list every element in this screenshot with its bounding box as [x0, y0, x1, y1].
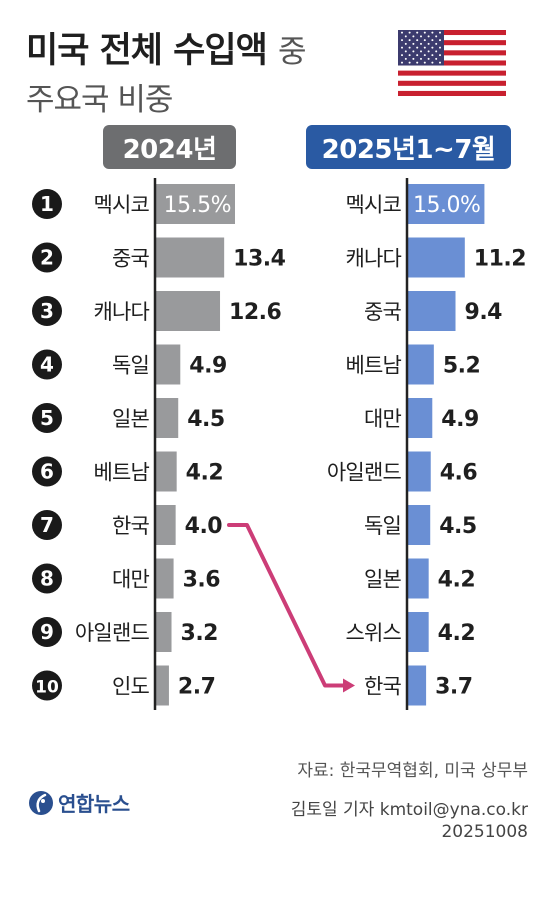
category-label: 스위스 [345, 621, 401, 645]
korea-arrow-head [343, 678, 355, 693]
rank-circle [32, 349, 62, 380]
rank-circle [32, 563, 62, 594]
value-label: 4.2 [438, 621, 475, 646]
bar [155, 558, 174, 599]
category-label: 아일랜드 [75, 621, 150, 645]
bar-chart: 1 2 3 4 5 6 7 8 9 10 멕시코 15.5% 중국 13.4 캐나다 12.6 독일 4.9 일본 4… [32, 178, 527, 710]
value-label: 9.4 [465, 300, 503, 325]
reporter-credit: 김토일 기자 kmtoil@yna.co.kr [290, 800, 528, 820]
bar [155, 665, 169, 706]
bar [407, 665, 427, 706]
value-label: 3.6 [183, 568, 221, 593]
page-title: 미국 전체 수입액 중 [26, 22, 306, 73]
rank-number: 5 [40, 406, 54, 430]
bar [155, 451, 177, 492]
bar [155, 612, 172, 652]
bar [155, 291, 221, 331]
us-flag-icon [398, 30, 506, 96]
bar [155, 344, 181, 385]
rank-number: 9 [40, 620, 54, 644]
publish-date: 20251008 [441, 822, 528, 842]
rank-number: 1 [40, 192, 54, 216]
value-label: 15.0% [413, 193, 480, 218]
category-label: 베트남 [93, 461, 149, 485]
page-subtitle: 주요국 비중 [26, 82, 173, 118]
rank-circle [32, 456, 62, 487]
column-label-2024: 2024년 [103, 125, 236, 169]
category-label: 독일 [112, 354, 149, 378]
value-label: 4.9 [189, 354, 226, 379]
category-label: 캐나다 [345, 247, 401, 271]
category-label: 중국 [112, 247, 150, 271]
rank-number: 10 [35, 678, 59, 698]
title-light: 중 [277, 34, 307, 70]
rank-circle [32, 617, 62, 647]
source-note: 자료: 한국무역협회, 미국 상무부 [297, 761, 528, 781]
value-label: 13.4 [233, 247, 285, 272]
rank-number: 4 [40, 353, 54, 377]
category-label: 아일랜드 [327, 461, 402, 485]
rank-number: 3 [40, 299, 54, 323]
value-label: 4.6 [440, 461, 478, 486]
value-label: 4.2 [186, 461, 223, 486]
bar [155, 237, 225, 278]
value-label: 12.6 [229, 300, 281, 325]
rank-number: 6 [40, 460, 54, 484]
rank-circle [32, 670, 62, 701]
category-label: 일본 [112, 407, 150, 431]
title-bold: 미국 전체 수입액 [26, 31, 268, 71]
korea-arrow-line [227, 523, 349, 688]
rank-circle [32, 510, 62, 540]
rank-circle [32, 296, 62, 326]
rank-circle [32, 189, 62, 219]
bar [407, 398, 433, 438]
value-label: 4.2 [438, 568, 475, 593]
category-label: 대만 [364, 407, 402, 431]
category-label: 독일 [364, 514, 401, 538]
rank-number: 8 [40, 567, 54, 591]
bar [407, 451, 431, 492]
category-label: 멕시코 [93, 193, 149, 217]
category-label: 캐나다 [93, 300, 149, 324]
bar [407, 612, 429, 652]
category-label: 한국 [364, 675, 402, 699]
value-label: 5.2 [443, 354, 480, 379]
rank-circle [32, 242, 62, 273]
bar [155, 505, 176, 545]
rank-number: 7 [40, 513, 54, 537]
rank-circle [32, 403, 62, 433]
value-label: 2.7 [178, 675, 215, 700]
value-label: 3.7 [435, 675, 472, 700]
category-label: 일본 [364, 568, 402, 592]
value-label: 4.0 [185, 514, 223, 539]
rank-number: 2 [40, 246, 54, 270]
bar [407, 344, 434, 385]
category-label: 베트남 [345, 354, 401, 378]
bar [407, 291, 456, 331]
category-label: 대만 [112, 568, 150, 592]
category-label: 인도 [112, 675, 150, 699]
logo-text: 연합뉴스 [58, 792, 130, 816]
bar [407, 237, 465, 278]
value-label: 11.2 [474, 247, 526, 272]
value-label: 4.5 [439, 514, 476, 539]
bar [155, 184, 235, 224]
bar [407, 184, 485, 224]
value-label: 4.5 [187, 407, 224, 432]
bar [407, 505, 431, 545]
yonhap-logo: 연합뉴스 [28, 788, 130, 817]
category-label: 한국 [112, 514, 150, 538]
value-label: 4.9 [441, 407, 478, 432]
column-label-2025: 2025년1~7월 [306, 125, 511, 169]
value-label: 3.2 [181, 621, 218, 646]
value-label: 15.5% [164, 193, 231, 218]
category-label: 중국 [364, 300, 402, 324]
category-label: 멕시코 [345, 193, 401, 217]
bar [407, 558, 429, 599]
bar [155, 398, 179, 438]
yonhap-logo-icon [29, 790, 53, 815]
